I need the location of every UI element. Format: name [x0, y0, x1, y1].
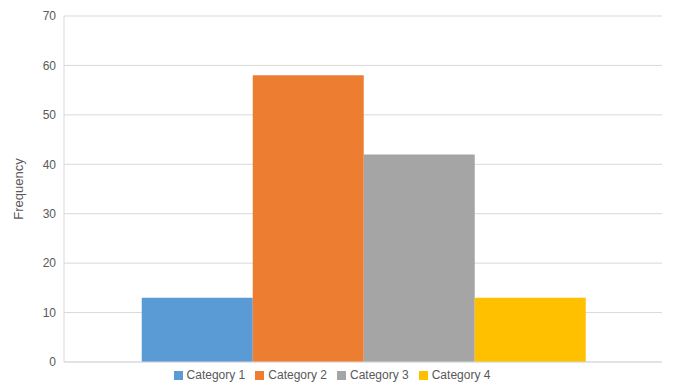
html-text:Category 1: Category 1: [186, 368, 246, 382]
html-text:Category 4: Category 4: [431, 368, 491, 382]
html-text:Category 3: Category 3: [350, 368, 409, 382]
svg-text:40: 40: [43, 158, 57, 172]
html-text:Category 2: Category 2: [268, 368, 327, 382]
svg-text:0: 0: [49, 355, 56, 369]
svg-text:Frequency: Frequency: [11, 158, 26, 220]
svg-text:20: 20: [43, 256, 57, 270]
svg-text:70: 70: [43, 9, 57, 23]
svg-text:30: 30: [43, 207, 57, 221]
svg-text:60: 60: [43, 59, 57, 73]
svg-text:50: 50: [43, 108, 57, 122]
svg-text:10: 10: [43, 306, 57, 320]
